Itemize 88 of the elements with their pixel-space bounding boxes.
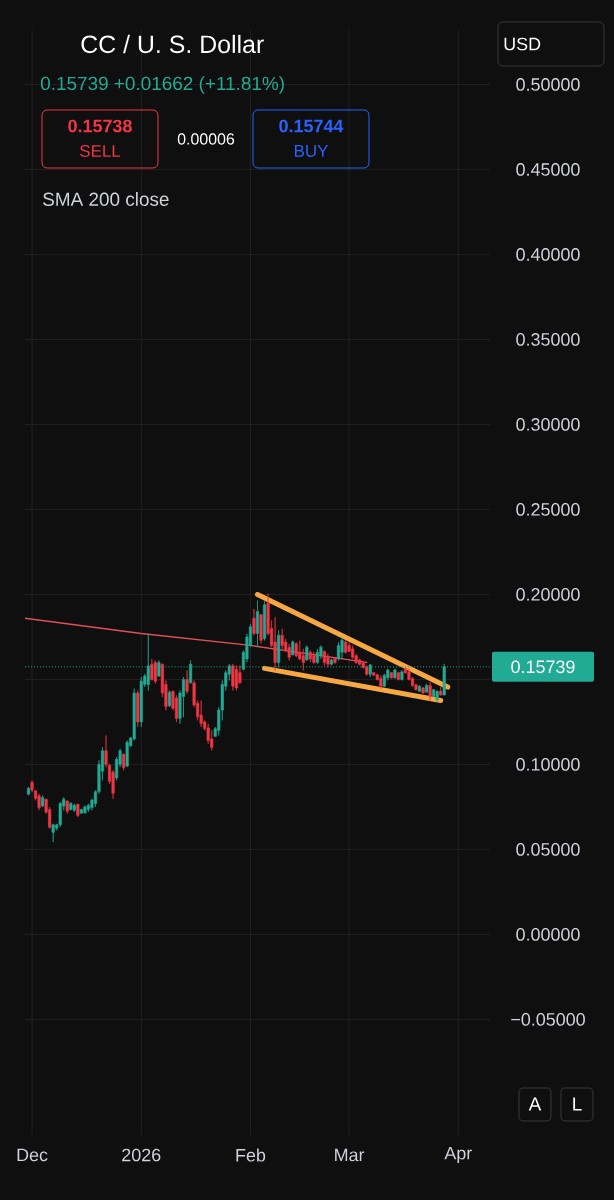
candlestick	[150, 658, 154, 681]
line-series	[25, 617, 368, 664]
candlestick	[315, 648, 319, 665]
candlestick	[280, 628, 284, 650]
candlestick	[365, 665, 369, 676]
text: USD	[504, 37, 541, 51]
candlestick	[428, 681, 432, 701]
y-tick-label: 0.50000	[516, 78, 580, 91]
candlestick	[287, 643, 291, 661]
candlestick	[65, 800, 69, 815]
candlestick	[379, 675, 383, 690]
candlestick	[389, 671, 393, 680]
candlestick	[136, 690, 140, 728]
candlestick	[326, 653, 330, 668]
candlestick	[439, 686, 443, 696]
candlestick	[41, 795, 45, 808]
candlestick	[263, 600, 267, 641]
candlestick	[255, 600, 260, 648]
candlestick	[400, 670, 404, 681]
annotation: SELL	[80, 145, 121, 157]
candlestick	[69, 801, 73, 811]
candlestick	[125, 740, 129, 768]
candlestick	[26, 786, 31, 796]
candlestick	[153, 660, 157, 685]
candlestick	[139, 676, 143, 728]
candlestick	[291, 640, 295, 656]
candlestick	[319, 645, 323, 660]
candlestick	[312, 651, 316, 665]
candlestick	[199, 700, 203, 728]
candlestick	[72, 803, 76, 813]
candlestick	[86, 803, 90, 813]
candlestick	[37, 793, 41, 811]
candlestick	[351, 645, 355, 660]
candlestick	[344, 640, 348, 655]
text: A	[528, 1097, 542, 1111]
candlestick	[358, 658, 362, 666]
annotation: 0.15738	[68, 119, 132, 133]
y-tick-label: 0.35000	[516, 333, 580, 346]
candlestick	[425, 683, 429, 693]
x-tick-label: Feb	[236, 1148, 266, 1162]
y-tick-label: 0.40000	[516, 248, 580, 261]
candlestick	[51, 823, 55, 843]
candlestick	[333, 656, 337, 665]
y-tick-label: 0.00000	[516, 928, 580, 941]
y-tick-label: 0.20000	[516, 588, 580, 601]
candlestick	[185, 670, 189, 694]
candlestick	[167, 690, 171, 708]
candlestick	[252, 608, 256, 636]
candlestick	[305, 645, 309, 661]
x-tick-label: 2026	[122, 1148, 161, 1162]
candlestick	[418, 685, 422, 693]
candlestick	[340, 636, 344, 660]
x-tick-label: Mar	[335, 1148, 365, 1162]
candlestick	[83, 805, 87, 815]
annotation: BUY	[294, 145, 329, 157]
text: L	[573, 1097, 582, 1111]
ref-line-label: 0.15739	[511, 660, 575, 674]
candlestick	[231, 663, 235, 691]
text: 0.15739 +0.01662 (+11.81%)	[40, 76, 284, 94]
candlestick	[122, 753, 126, 771]
y-tick-label: 0.05000	[516, 843, 580, 856]
y-tick-label: 0.45000	[516, 163, 580, 176]
candlestick	[432, 688, 436, 698]
candlestick	[421, 686, 425, 694]
candlestick	[234, 665, 238, 691]
candlestick	[58, 801, 62, 828]
candlestick	[273, 616, 277, 671]
annotation: SMA 200 close	[43, 192, 169, 206]
candlestick	[294, 641, 298, 658]
x-tick-label: Apr	[444, 1146, 472, 1164]
candlestick	[396, 671, 400, 681]
candlestick	[372, 671, 376, 676]
candlestick	[382, 673, 386, 688]
candlestick	[322, 650, 326, 666]
candlestick	[259, 613, 263, 645]
candlestick	[336, 641, 341, 661]
candlestick	[435, 690, 439, 703]
candlestick	[79, 808, 83, 815]
candlestick	[308, 650, 312, 663]
y-tick-label: 0.10000	[516, 758, 580, 771]
y-tick-label: 0.25000	[516, 503, 580, 516]
candlestick	[76, 803, 80, 818]
x-tick-label: Dec	[17, 1148, 48, 1162]
y-tick-label: −0.05000	[511, 1013, 585, 1026]
annotation: 0.00006	[177, 133, 235, 145]
chart-title: CC / U. S. Dollar	[81, 34, 264, 54]
y-tick-label: 0.30000	[516, 418, 580, 431]
annotation: 0.15744	[279, 119, 344, 133]
